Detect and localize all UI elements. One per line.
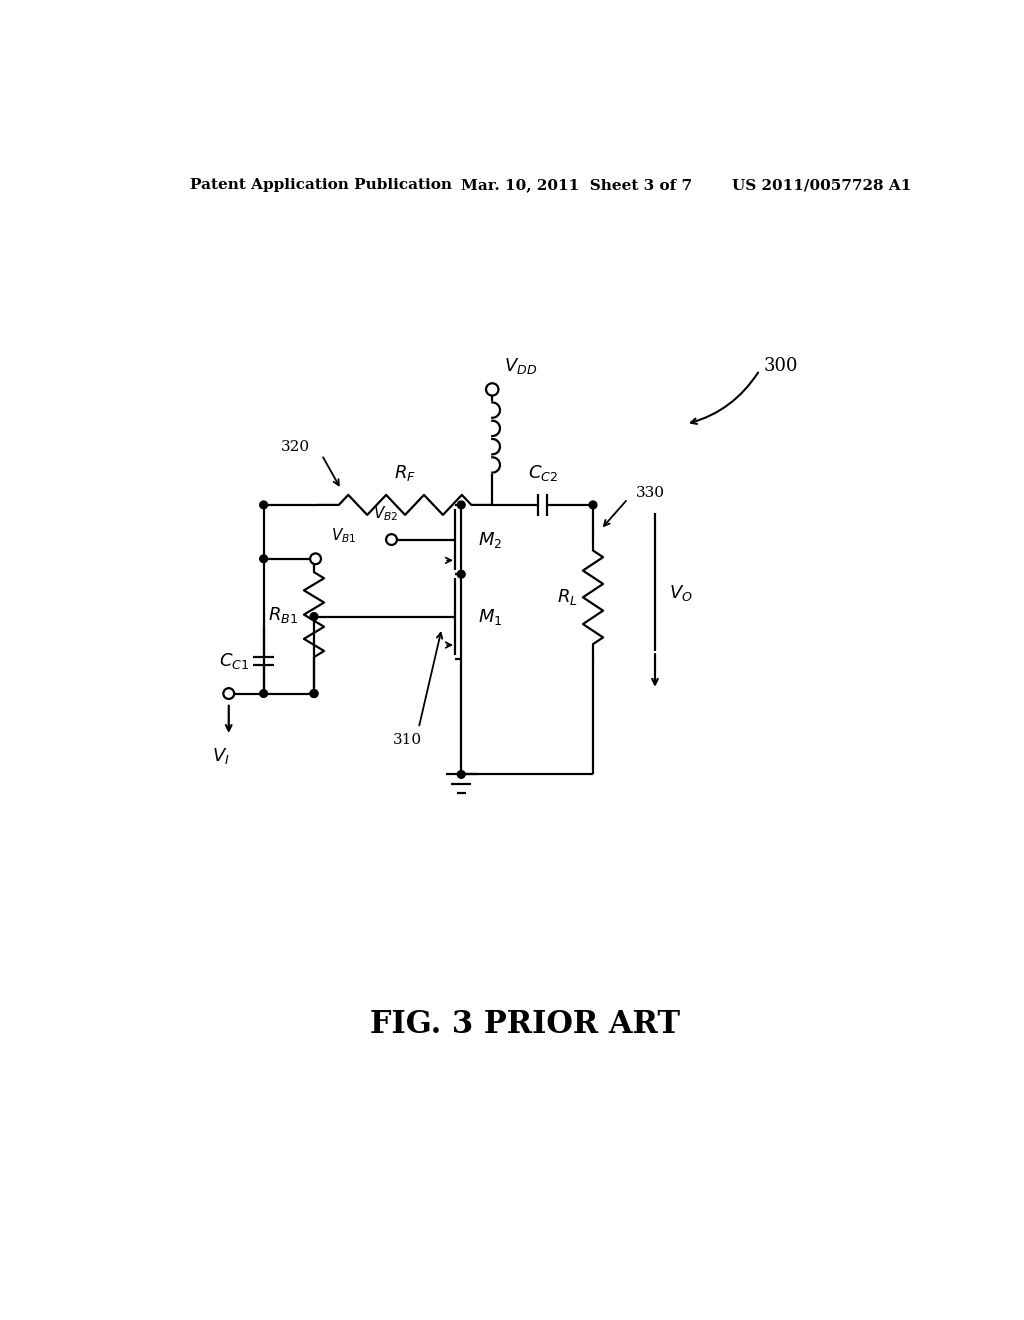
Text: $R_{B1}$: $R_{B1}$: [268, 605, 299, 624]
Circle shape: [260, 502, 267, 508]
Text: $V_{B2}$: $V_{B2}$: [373, 504, 398, 523]
Text: $V_O$: $V_O$: [669, 583, 692, 603]
Circle shape: [223, 688, 234, 700]
Text: $R_L$: $R_L$: [557, 587, 578, 607]
Text: $V_I$: $V_I$: [212, 746, 229, 766]
Text: Patent Application Publication: Patent Application Publication: [190, 178, 452, 193]
Circle shape: [589, 502, 597, 508]
Text: $V_{DD}$: $V_{DD}$: [504, 355, 537, 376]
Circle shape: [458, 570, 465, 578]
Circle shape: [458, 502, 465, 508]
Circle shape: [386, 535, 397, 545]
Text: US 2011/0057728 A1: US 2011/0057728 A1: [732, 178, 912, 193]
Text: Mar. 10, 2011  Sheet 3 of 7: Mar. 10, 2011 Sheet 3 of 7: [461, 178, 692, 193]
Text: 330: 330: [636, 486, 665, 500]
Text: FIG. 3 PRIOR ART: FIG. 3 PRIOR ART: [370, 1010, 680, 1040]
Text: $V_{B1}$: $V_{B1}$: [331, 527, 356, 545]
Circle shape: [310, 553, 321, 564]
Circle shape: [310, 689, 317, 697]
Text: 320: 320: [281, 440, 310, 454]
Text: 310: 310: [392, 733, 422, 747]
Text: $M_2$: $M_2$: [478, 529, 503, 549]
Circle shape: [310, 689, 317, 697]
Circle shape: [260, 689, 267, 697]
Circle shape: [458, 771, 465, 779]
Text: $C_{C1}$: $C_{C1}$: [219, 651, 250, 671]
Circle shape: [486, 383, 499, 396]
Text: $C_{C2}$: $C_{C2}$: [527, 463, 558, 483]
Circle shape: [260, 554, 267, 562]
Text: $R_F$: $R_F$: [394, 463, 416, 483]
Text: $M_1$: $M_1$: [478, 607, 503, 627]
Text: 300: 300: [764, 358, 798, 375]
Circle shape: [310, 612, 317, 620]
